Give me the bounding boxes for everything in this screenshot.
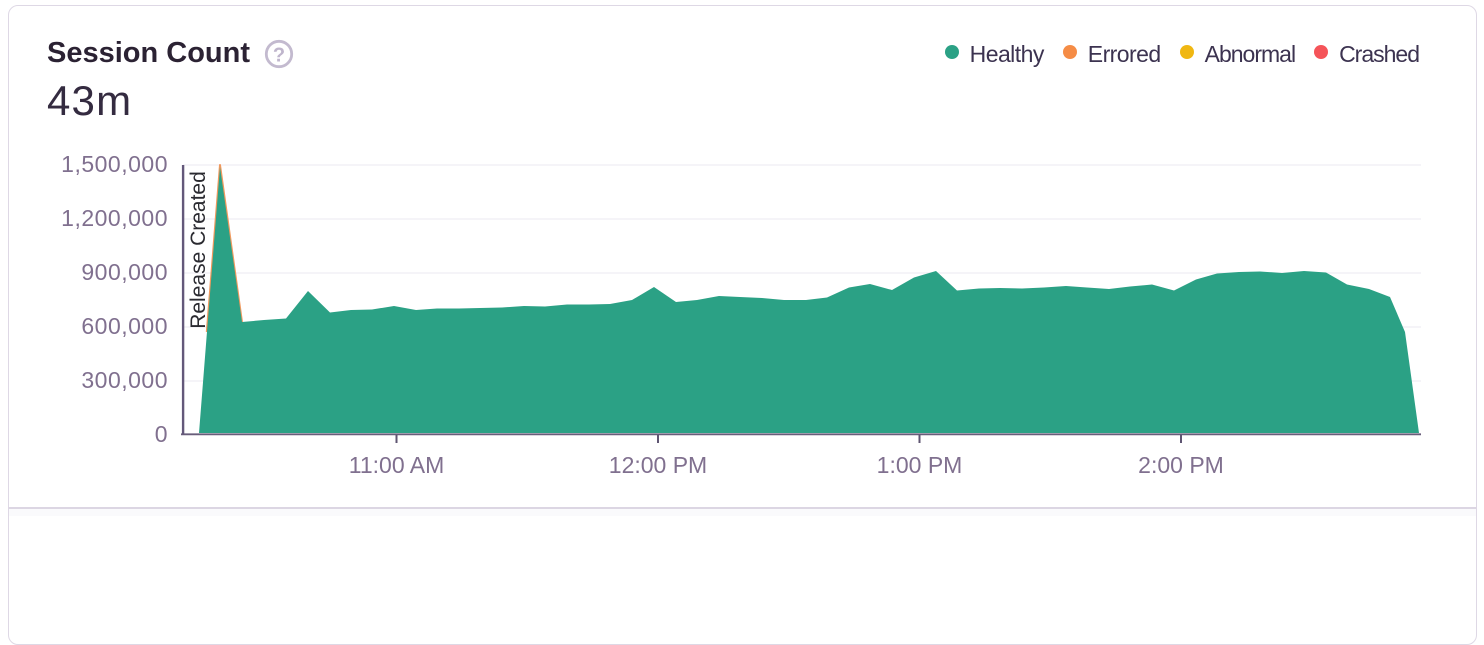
svg-text:?: ?: [273, 45, 285, 67]
